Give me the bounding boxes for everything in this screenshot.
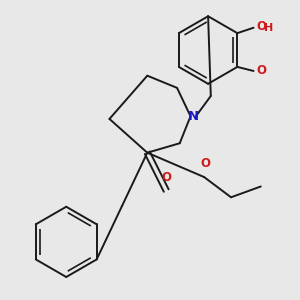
Text: O: O xyxy=(200,157,210,170)
Text: N: N xyxy=(188,110,199,123)
Text: O: O xyxy=(256,20,266,33)
Text: O: O xyxy=(256,64,266,77)
Text: O: O xyxy=(161,171,171,184)
Text: H: H xyxy=(264,23,274,33)
